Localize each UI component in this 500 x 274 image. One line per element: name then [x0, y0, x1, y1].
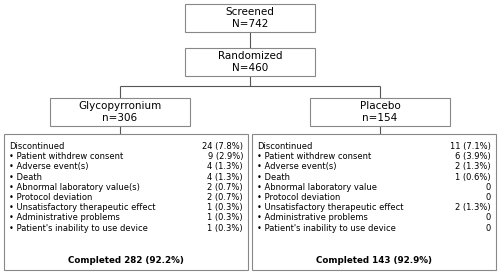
Text: • Administrative problems: • Administrative problems	[9, 213, 120, 222]
Text: Screened
N=742: Screened N=742	[226, 7, 274, 29]
Text: • Patient's inability to use device: • Patient's inability to use device	[9, 224, 148, 233]
Text: 2 (0.7%): 2 (0.7%)	[208, 183, 243, 192]
Text: 11 (7.1%): 11 (7.1%)	[450, 142, 491, 151]
Text: 1 (0.3%): 1 (0.3%)	[208, 224, 243, 233]
Text: Discontinued: Discontinued	[9, 142, 64, 151]
Bar	[310, 98, 450, 126]
Text: 0: 0	[486, 224, 491, 233]
Text: • Unsatisfactory therapeutic effect: • Unsatisfactory therapeutic effect	[9, 203, 156, 212]
Bar	[185, 4, 315, 32]
Text: 6 (3.9%): 6 (3.9%)	[455, 152, 491, 161]
Text: 2 (1.3%): 2 (1.3%)	[456, 203, 491, 212]
Text: • Abnormal laboratory value(s): • Abnormal laboratory value(s)	[9, 183, 140, 192]
Text: 24 (7.8%): 24 (7.8%)	[202, 142, 243, 151]
Text: 2 (0.7%): 2 (0.7%)	[208, 193, 243, 202]
Text: • Protocol deviation: • Protocol deviation	[9, 193, 92, 202]
Text: • Unsatisfactory therapeutic effect: • Unsatisfactory therapeutic effect	[257, 203, 404, 212]
Text: 0: 0	[486, 193, 491, 202]
Text: Placebo
n=154: Placebo n=154	[360, 101, 401, 123]
Text: • Adverse event(s): • Adverse event(s)	[257, 162, 336, 172]
Text: • Patient withdrew consent: • Patient withdrew consent	[257, 152, 371, 161]
Text: Completed 143 (92.9%): Completed 143 (92.9%)	[316, 256, 432, 265]
Text: 1 (0.3%): 1 (0.3%)	[208, 213, 243, 222]
Bar	[252, 134, 496, 270]
Text: • Death: • Death	[9, 173, 42, 182]
Text: • Patient withdrew consent: • Patient withdrew consent	[9, 152, 123, 161]
Text: 1 (0.6%): 1 (0.6%)	[456, 173, 491, 182]
Text: 9 (2.9%): 9 (2.9%)	[208, 152, 243, 161]
Text: 4 (1.3%): 4 (1.3%)	[208, 173, 243, 182]
Text: • Death: • Death	[257, 173, 290, 182]
Text: Randomized
N=460: Randomized N=460	[218, 51, 282, 73]
Text: • Administrative problems: • Administrative problems	[257, 213, 368, 222]
Text: 0: 0	[486, 183, 491, 192]
Text: 0: 0	[486, 213, 491, 222]
Text: • Patient's inability to use device: • Patient's inability to use device	[257, 224, 396, 233]
Text: 2 (1.3%): 2 (1.3%)	[456, 162, 491, 172]
Bar	[50, 98, 190, 126]
Bar	[185, 48, 315, 76]
Text: 4 (1.3%): 4 (1.3%)	[208, 162, 243, 172]
Text: Discontinued: Discontinued	[257, 142, 312, 151]
Text: • Adverse event(s): • Adverse event(s)	[9, 162, 88, 172]
Text: • Protocol deviation: • Protocol deviation	[257, 193, 340, 202]
Text: Completed 282 (92.2%): Completed 282 (92.2%)	[68, 256, 184, 265]
Bar	[4, 134, 248, 270]
Text: Glycopyrronium
n=306: Glycopyrronium n=306	[78, 101, 162, 123]
Text: 1 (0.3%): 1 (0.3%)	[208, 203, 243, 212]
Text: • Abnormal laboratory value: • Abnormal laboratory value	[257, 183, 377, 192]
